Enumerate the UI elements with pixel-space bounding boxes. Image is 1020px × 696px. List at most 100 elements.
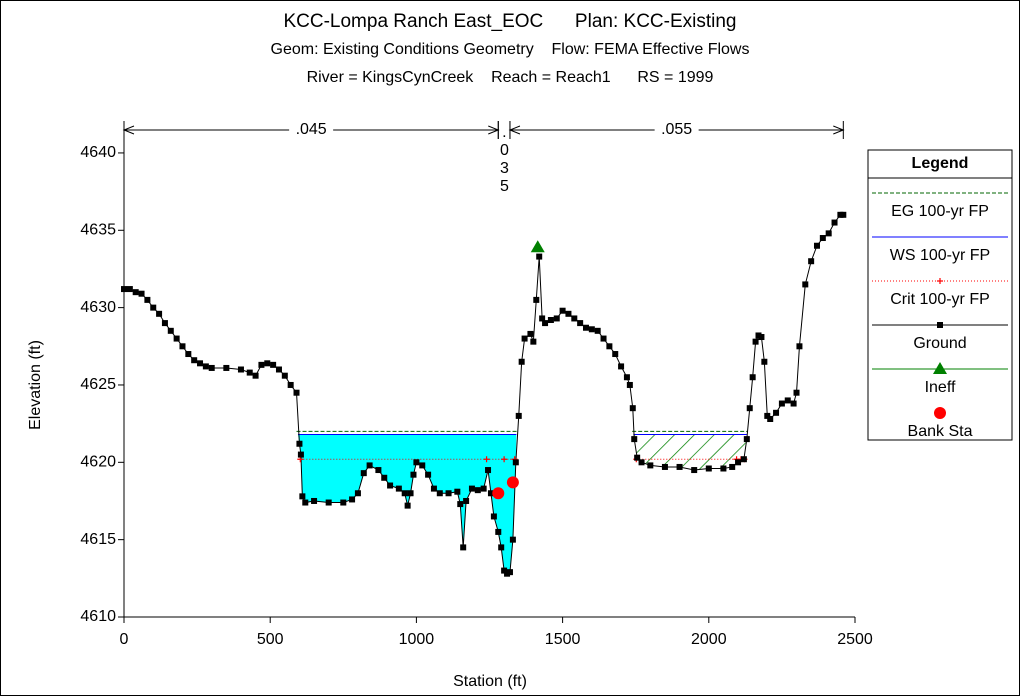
ground-point — [223, 364, 230, 371]
ground-point — [430, 485, 437, 492]
legend-title: Legend — [912, 155, 969, 172]
ground-point — [246, 369, 253, 376]
ground-point — [407, 490, 414, 497]
ground-point — [553, 315, 560, 322]
ground-point — [387, 482, 394, 489]
ground-point — [764, 412, 771, 419]
ground-point — [264, 360, 271, 367]
ground-point — [705, 465, 712, 472]
x-axis-label: Station (ft) — [453, 673, 527, 690]
ground-point — [490, 513, 497, 520]
ground-point — [480, 485, 487, 492]
ground-point — [474, 487, 481, 494]
ineff-point — [530, 240, 545, 253]
ground-point — [539, 315, 546, 322]
ground-point — [237, 366, 244, 373]
ground-point — [577, 320, 584, 327]
ground-point — [293, 389, 300, 396]
ground-point — [831, 219, 838, 226]
legend-box — [867, 149, 1013, 441]
ground-point — [258, 361, 265, 368]
ground-point — [749, 374, 756, 381]
ground-point — [121, 286, 127, 293]
y-tick-label: 4635 — [80, 222, 116, 239]
ground-point — [275, 366, 282, 373]
legend-label: WS 100-yr FP — [890, 247, 990, 264]
ground-point — [167, 327, 174, 334]
x-tick-label: 0 — [120, 631, 129, 648]
ground-point — [366, 462, 373, 469]
ground-point — [132, 289, 139, 296]
ground-point — [436, 490, 443, 497]
ground-point — [202, 363, 209, 370]
ground-point — [485, 467, 492, 474]
ground-point — [746, 405, 753, 412]
ground-point — [487, 490, 494, 497]
ground-point — [454, 488, 461, 495]
ground-point — [571, 315, 578, 322]
n-value-label: .035 — [496, 124, 513, 196]
ground-point — [521, 335, 528, 342]
ground-point — [468, 485, 475, 492]
ground-point — [720, 465, 727, 472]
ground-point — [208, 364, 215, 371]
ground-point — [588, 326, 595, 333]
ground-point — [618, 363, 625, 370]
ground-point — [311, 497, 318, 504]
legend-label: EG 100-yr FP — [891, 203, 989, 220]
ground-point — [796, 343, 803, 350]
crit-point — [483, 456, 490, 463]
legend-label: Ground — [913, 335, 966, 352]
ground-point — [638, 459, 645, 466]
ground-point — [533, 296, 540, 303]
ground-point — [179, 343, 186, 350]
legend-label: Ineff — [925, 379, 956, 396]
ground-point — [360, 470, 367, 477]
ground-point — [381, 474, 388, 481]
ground-point — [460, 544, 467, 551]
water-fill — [297, 434, 517, 574]
ground-point — [536, 253, 543, 260]
ground-point — [623, 374, 630, 381]
label-bg — [654, 120, 699, 140]
x-tick-label: 1500 — [545, 631, 581, 648]
crit-point — [501, 456, 508, 463]
ineffective-area — [633, 434, 747, 471]
ground-point — [340, 499, 347, 506]
subtitle: River = KingsCynCreek Reach = Reach1 RS … — [307, 69, 714, 86]
ground-point — [495, 528, 502, 535]
ground-point — [395, 485, 402, 492]
ground-point — [252, 372, 259, 379]
arrowhead — [833, 125, 845, 135]
ground-point — [287, 381, 294, 388]
ground-point — [559, 307, 566, 314]
ground-point — [126, 286, 133, 293]
ground-point — [515, 412, 522, 419]
ground-point — [634, 454, 641, 461]
x-tick-label: 1000 — [399, 631, 435, 648]
ground-point — [506, 569, 513, 576]
ground-point — [138, 290, 145, 297]
bank-point — [492, 487, 505, 500]
ground-point — [530, 338, 537, 345]
ground-point — [691, 467, 698, 474]
ground-point — [150, 304, 157, 311]
ground-point — [512, 459, 519, 466]
title: KCC-Lompa Ranch East_EOC Plan: KCC-Exist… — [283, 11, 736, 32]
ground-point — [773, 409, 780, 416]
ground-point — [197, 360, 204, 367]
ground-point — [161, 320, 168, 327]
ground-point — [185, 351, 192, 358]
ground-point — [629, 405, 636, 412]
arrowhead — [122, 125, 135, 135]
ground-point — [299, 493, 306, 500]
ground-point — [191, 357, 198, 364]
ground-point — [565, 310, 572, 317]
ground-point — [631, 436, 638, 443]
ground-point — [793, 389, 800, 396]
ground-point — [425, 471, 432, 478]
ground-point — [661, 463, 668, 470]
subtitle: Geom: Existing Conditions Geometry Flow:… — [271, 41, 750, 58]
bank-point — [934, 407, 946, 419]
